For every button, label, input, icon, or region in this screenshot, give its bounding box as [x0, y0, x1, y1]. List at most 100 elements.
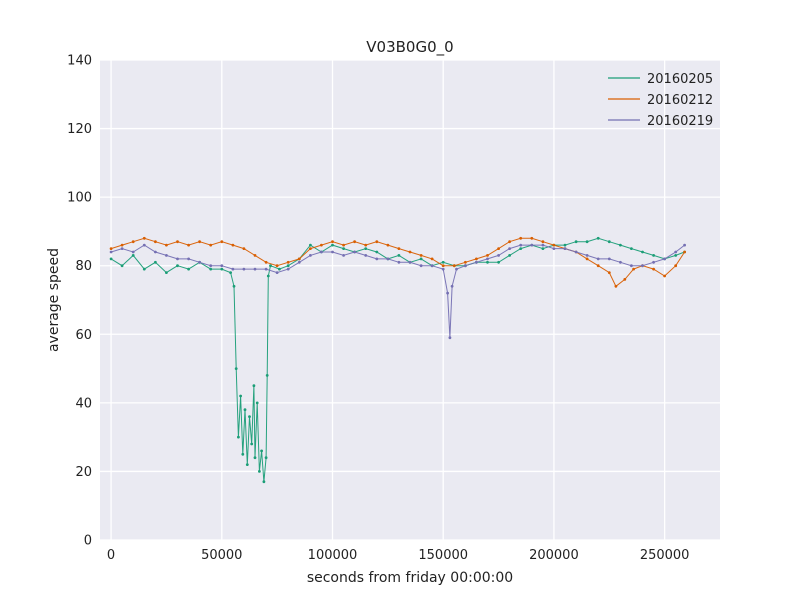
y-tick-label: 120	[67, 122, 92, 137]
data-point-20160219	[683, 243, 686, 247]
data-point-20160212	[408, 250, 412, 254]
data-point-20160205	[241, 452, 245, 456]
data-point-20160212	[242, 247, 246, 251]
data-point-20160205	[331, 243, 334, 247]
data-point-20160219	[455, 267, 458, 271]
data-point-20160219	[109, 250, 113, 254]
data-point-20160212	[342, 243, 345, 247]
data-point-20160219	[408, 260, 412, 264]
data-point-20160219	[519, 243, 523, 247]
data-point-20160219	[286, 267, 290, 271]
data-point-20160212	[614, 284, 618, 288]
x-tick-label: 0	[107, 548, 115, 563]
data-point-20160205	[154, 260, 157, 264]
data-point-20160219	[264, 267, 268, 271]
data-point-20160212	[430, 257, 434, 261]
data-point-20160219	[508, 247, 511, 251]
data-point-20160219	[497, 254, 500, 257]
data-point-20160219	[120, 247, 124, 251]
data-point-20160205	[364, 247, 368, 251]
x-tick-label: 200000	[529, 548, 579, 563]
data-point-20160212	[297, 257, 301, 261]
data-point-20160205	[309, 243, 312, 247]
data-point-20160219	[450, 284, 454, 288]
data-point-20160219	[574, 250, 578, 254]
data-point-20160205	[674, 254, 678, 257]
data-point-20160212	[187, 243, 191, 247]
data-point-20160205	[243, 408, 247, 412]
data-point-20160205	[131, 254, 135, 257]
legend-label-20160205: 20160205	[647, 72, 713, 87]
data-point-20160219	[242, 267, 246, 271]
data-point-20160212	[154, 240, 157, 244]
data-point-20160219	[663, 257, 666, 261]
data-point-20160205	[342, 247, 345, 251]
data-point-20160212	[231, 243, 235, 247]
data-point-20160205	[265, 374, 269, 377]
y-axis-label: average speed	[46, 248, 62, 352]
data-point-20160219	[131, 250, 135, 254]
data-point-20160219	[530, 243, 534, 247]
legend-label-20160219: 20160219	[647, 114, 713, 129]
data-point-20160205	[519, 247, 523, 251]
data-point-20160205	[237, 435, 240, 439]
data-point-20160219	[176, 257, 179, 261]
data-point-20160212	[131, 240, 135, 244]
x-tick-label: 250000	[640, 548, 690, 563]
data-point-20160219	[331, 250, 334, 254]
series-lines	[109, 236, 686, 484]
data-point-20160219	[154, 250, 157, 254]
data-point-20160212	[441, 264, 445, 268]
data-point-20160212	[508, 240, 511, 244]
data-point-20160212	[253, 254, 257, 257]
tick-labels: 0 50000 100000 150000 200000 250000 0 20 40 60 80 1…	[67, 54, 689, 564]
data-point-20160205	[264, 456, 268, 460]
data-point-20160212	[623, 278, 627, 281]
data-point-20160219	[630, 264, 633, 268]
data-point-20160212	[264, 260, 268, 264]
data-point-20160205	[508, 254, 511, 257]
data-point-20160212	[209, 243, 213, 247]
data-point-20160212	[120, 243, 124, 247]
data-point-20160212	[596, 264, 600, 268]
data-point-20160212	[541, 240, 545, 244]
data-point-20160205	[652, 254, 655, 257]
data-point-20160219	[552, 247, 556, 251]
data-point-20160219	[619, 260, 622, 264]
data-point-20160205	[497, 260, 500, 264]
data-point-20160219	[596, 257, 600, 261]
data-point-20160205	[375, 250, 379, 254]
data-point-20160205	[419, 257, 423, 261]
data-point-20160219	[563, 247, 567, 251]
data-point-20160205	[258, 470, 261, 473]
data-point-20160219	[165, 254, 168, 257]
grid-lines	[100, 59, 720, 541]
data-point-20160205	[220, 267, 224, 271]
data-point-20160205	[441, 260, 445, 264]
x-axis-label: seconds from friday 00:00:00	[307, 570, 513, 586]
data-point-20160205	[120, 264, 124, 268]
data-point-20160219	[475, 260, 478, 264]
data-point-20160219	[607, 257, 611, 261]
y-tick-label: 20	[75, 465, 92, 480]
data-point-20160219	[652, 260, 655, 264]
data-point-20160212	[309, 247, 312, 251]
data-point-20160212	[519, 236, 523, 240]
data-point-20160205	[266, 274, 270, 278]
data-point-20160205	[142, 267, 146, 271]
data-point-20160219	[674, 250, 678, 254]
data-point-20160219	[446, 291, 449, 295]
data-point-20160205	[596, 236, 600, 240]
data-point-20160205	[641, 250, 644, 254]
data-point-20160212	[286, 260, 290, 264]
data-point-20160205	[176, 264, 179, 268]
data-point-20160212	[320, 243, 323, 247]
data-point-20160205	[165, 271, 168, 274]
data-point-20160212	[674, 264, 678, 268]
data-point-20160212	[275, 264, 279, 268]
data-point-20160219	[353, 250, 356, 254]
y-tick-label: 80	[75, 259, 92, 274]
data-point-20160205	[109, 257, 113, 261]
series-line-20160212	[110, 237, 686, 288]
data-point-20160212	[109, 247, 113, 251]
